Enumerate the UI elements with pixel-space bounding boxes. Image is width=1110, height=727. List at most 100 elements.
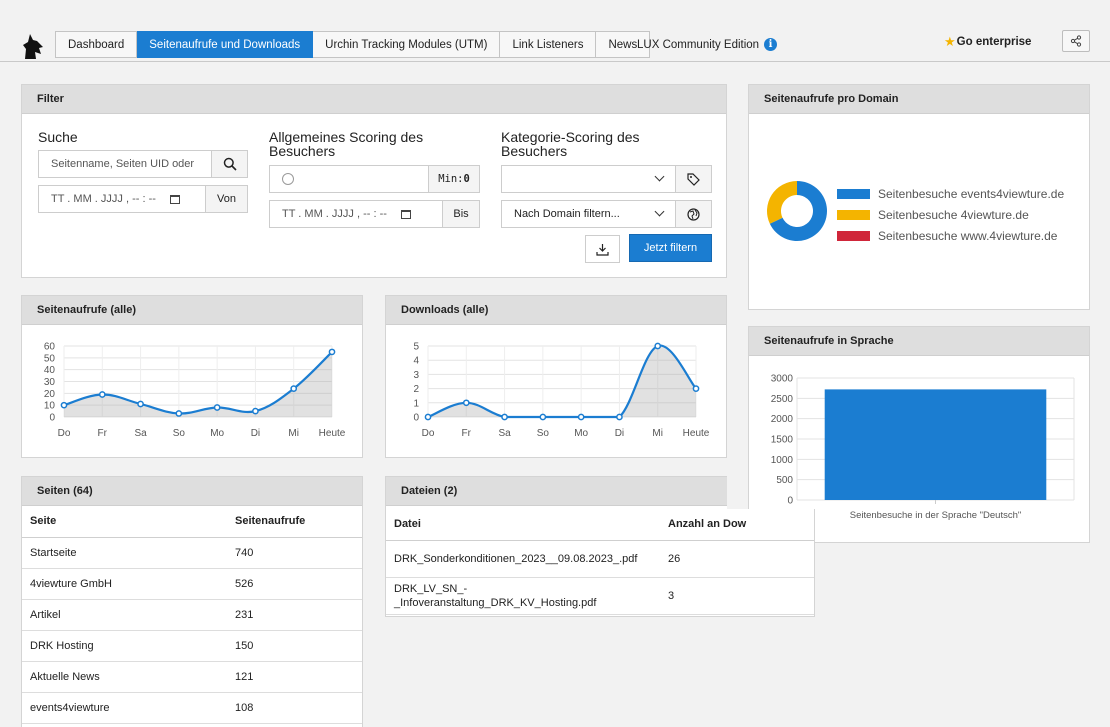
table-row[interactable]: 4viewture GmbH 526 <box>22 568 362 600</box>
downloads-point[interactable] <box>424 413 432 421</box>
donut-slice[interactable] <box>769 181 827 241</box>
tag-icon <box>687 173 700 186</box>
category-tag-button[interactable] <box>675 165 712 193</box>
file-name-cell[interactable]: DRK_Sonderkonditionen_2023__09.08.2023_.… <box>386 540 660 578</box>
legend-swatch <box>837 209 870 220</box>
tab-news[interactable]: News <box>596 31 651 58</box>
donut-slices <box>767 181 827 241</box>
domain-select-value: Nach Domain filtern... <box>514 208 620 220</box>
pageviews-xtick: Heute <box>319 428 346 439</box>
domain-donut-chart <box>767 181 827 241</box>
downloads-point[interactable] <box>539 413 547 421</box>
pageviews-ytick: 10 <box>44 401 56 412</box>
downloads-ytick: 2 <box>413 384 419 395</box>
search-input[interactable]: Seitenname, Seiten UID oder <box>38 150 212 178</box>
downloads-point[interactable] <box>577 413 585 421</box>
lux-logo-icon[interactable] <box>22 33 44 59</box>
search-button[interactable] <box>211 150 248 178</box>
scoring-radio[interactable] <box>282 173 294 185</box>
donut-slice[interactable] <box>767 181 797 224</box>
pageviews-ytick: 50 <box>44 353 56 364</box>
table-row[interactable]: Startseite 740 <box>22 537 362 569</box>
category-select[interactable] <box>501 165 676 193</box>
downloads-point[interactable] <box>692 385 700 392</box>
calendar-icon <box>169 194 180 204</box>
downloads-line-chart: 0 1 2 3 4 5 Do Fr Sa So Mo Di Mi Heute <box>413 342 709 440</box>
table-row[interactable]: DRK_LV_SN_- _Infoveranstaltung_DRK_KV_Ho… <box>386 577 814 615</box>
downloads-ytick: 4 <box>413 356 419 367</box>
table-row[interactable]: Artikel 231 <box>22 599 362 631</box>
date-from-input[interactable]: TT . MM . JJJJ , -- : -- <box>38 185 206 213</box>
table-row[interactable]: Aktuelle News 121 <box>22 661 362 693</box>
pages-table-body: Startseite 740 4viewture GmbH 526 Artikel 231… <box>22 537 362 724</box>
pageviews-xtick: Do <box>58 428 71 439</box>
page-name-cell: Artikel <box>22 599 227 631</box>
tab-dashboard[interactable]: Dashboard <box>55 31 138 58</box>
language-ytick: 1500 <box>771 435 794 446</box>
page-name-cell: Startseite <box>22 537 227 569</box>
legend-swatch <box>837 188 870 199</box>
language-ytick: 2000 <box>771 414 794 425</box>
pageviews-point[interactable] <box>98 391 106 398</box>
edition-label: LUX Community Edition i <box>637 38 778 51</box>
page-name-cell: events4viewture <box>22 692 227 724</box>
top-bar: Dashboard Seitenaufrufe und Downloads Ur… <box>0 0 1110 62</box>
domain-select[interactable]: Nach Domain filtern... <box>501 200 676 228</box>
scoring-label: Allgemeines Scoring des Besuchers <box>269 129 424 159</box>
legend-item[interactable]: Seitenbesuche 4viewture.de <box>837 204 1064 225</box>
share-button[interactable] <box>1062 30 1090 52</box>
page-views-cell: 150 <box>227 630 362 662</box>
legend-item[interactable]: Seitenbesuche events4viewture.de <box>837 183 1064 204</box>
table-row[interactable]: DRK Hosting 150 <box>22 630 362 662</box>
legend-label: Seitenbesuche events4viewture.de <box>878 186 1065 201</box>
pages-header-row: Seite Seitenaufrufe <box>22 506 362 538</box>
pageviews-point[interactable] <box>137 400 144 408</box>
info-icon[interactable]: i <box>764 38 778 51</box>
go-enterprise-link[interactable]: ★ Go enterprise <box>944 34 1031 50</box>
pageviews-point[interactable] <box>290 385 298 392</box>
tab-utm[interactable]: Urchin Tracking Modules (UTM) <box>313 31 501 58</box>
legend-swatch <box>837 230 870 241</box>
scoring-min-addon: Min:0 <box>428 165 480 193</box>
scoring-slider[interactable] <box>269 165 429 193</box>
domain-globe-button[interactable] <box>675 200 712 228</box>
language-bar[interactable] <box>824 389 1047 500</box>
pageviews-xtick: Fr <box>98 428 108 439</box>
date-to-input[interactable]: TT . MM . JJJJ , -- : -- <box>269 200 443 228</box>
pageviews-panel: Seitenaufrufe (alle) 0 10 20 30 40 50 60 Do Fr Sa… <box>21 295 363 458</box>
language-panel: Seitenaufrufe in Sprache 0 500 1000 1500 200… <box>748 326 1090 543</box>
edition-text: LUX Community Edition <box>637 38 760 51</box>
pageviews-point[interactable] <box>328 348 336 356</box>
download-button[interactable] <box>585 235 620 263</box>
pageviews-xtick: Sa <box>134 428 147 439</box>
filter-submit-button[interactable]: Jetzt filtern <box>629 234 712 262</box>
col-page-header: Seite <box>22 506 227 538</box>
pages-title: Seiten (64) <box>22 477 362 506</box>
files-table-wrap: Datei Anzahl an Dow DRK_Sonderkonditione… <box>385 509 815 617</box>
downloads-point[interactable] <box>462 399 470 407</box>
from-label: Von <box>205 185 248 213</box>
downloads-ytick: 5 <box>413 342 419 353</box>
date-from-placeholder: TT . MM . JJJJ , -- : -- <box>51 193 156 205</box>
pageviews-point[interactable] <box>175 410 183 417</box>
pageviews-point[interactable] <box>213 404 221 411</box>
tab-link-listeners[interactable]: Link Listeners <box>500 31 597 58</box>
legend-item[interactable]: Seitenbesuche www.4viewture.de <box>837 225 1064 246</box>
search-icon <box>223 157 237 171</box>
files-table-body: DRK_Sonderkonditionen_2023__09.08.2023_.… <box>386 540 814 615</box>
file-count-cell: 26 <box>660 540 814 578</box>
table-row[interactable]: DRK_Sonderkonditionen_2023__09.08.2023_.… <box>386 540 814 578</box>
tab-pageviews-downloads[interactable]: Seitenaufrufe und Downloads <box>137 31 314 58</box>
pageviews-point[interactable] <box>252 407 259 415</box>
downloads-point[interactable] <box>654 342 662 350</box>
category-label: Kategorie-Scoring des Besuchers <box>501 129 640 159</box>
file-name-cell[interactable]: DRK_LV_SN_- _Infoveranstaltung_DRK_KV_Ho… <box>386 577 660 615</box>
pageviews-point[interactable] <box>60 401 68 409</box>
downloads-point[interactable] <box>616 413 623 421</box>
downloads-xtick: Di <box>615 428 624 439</box>
downloads-point[interactable] <box>501 413 508 421</box>
pageviews-xtick: Di <box>251 428 260 439</box>
domain-legend: Seitenbesuche events4viewture.de Seitenbe… <box>837 183 1064 246</box>
table-row[interactable]: events4viewture 108 <box>22 692 362 724</box>
pageviews-xtick: So <box>173 428 186 439</box>
